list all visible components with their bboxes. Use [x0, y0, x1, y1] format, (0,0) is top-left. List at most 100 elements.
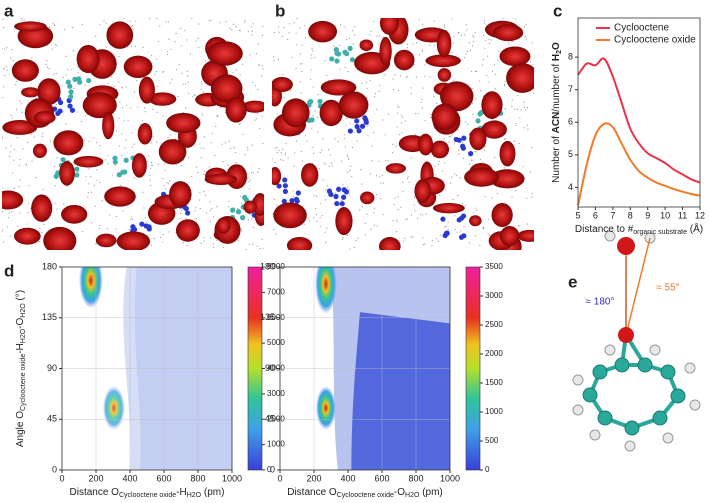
solvent-dot: [400, 122, 403, 124]
solvent-dot: [410, 214, 413, 216]
solvent-dot: [10, 57, 12, 59]
solvent-dot: [511, 99, 513, 101]
solvent-dot: [187, 157, 190, 159]
solvent-dot: [380, 182, 382, 184]
molecule: ≈ 180° ≈ 55°: [572, 230, 701, 452]
solvent-dot: [169, 134, 171, 136]
solvent-dot: [288, 32, 290, 34]
carbons: [582, 357, 686, 436]
solvent-dot: [329, 165, 331, 167]
colorbar-label: 7000: [267, 287, 285, 296]
solvent-dot: [296, 18, 298, 20]
solvent-dot: [324, 199, 327, 201]
solvent-dot: [326, 184, 328, 187]
solvent-dot: [430, 116, 432, 119]
solvent-dot: [252, 226, 255, 229]
solvent-dot: [262, 26, 264, 28]
solvent-dot: [222, 246, 225, 248]
solvent-dot: [49, 140, 52, 142]
solvent-dot: [487, 55, 489, 57]
solvent-dot: [215, 125, 217, 127]
legend-label: Cyclooctene oxide: [614, 35, 696, 46]
solvent-dot: [121, 154, 123, 157]
solvent-dot: [2, 47, 3, 50]
solvent-dot: [382, 119, 384, 121]
solvent-dot: [2, 241, 5, 243]
solvent-dot: [415, 133, 417, 136]
density-peak: [314, 267, 337, 314]
solvent-dot: [400, 206, 402, 209]
solvent-dot: [11, 48, 13, 51]
solvent-dot: [429, 44, 431, 46]
molecule-atom: [74, 166, 80, 172]
water-cluster: [59, 161, 75, 186]
solvent-dot: [484, 39, 487, 41]
solvent-dot: [201, 114, 203, 116]
solvent-dot: [27, 212, 29, 214]
solvent-dot: [88, 183, 90, 185]
solvent-dot: [395, 230, 398, 233]
solvent-dot: [343, 137, 345, 140]
solvent-dot: [447, 228, 449, 231]
solvent-dot: [378, 160, 380, 162]
solvent-dot: [200, 242, 202, 244]
solvent-dot: [156, 141, 158, 143]
x-tick-label: 400: [122, 473, 137, 483]
solvent-dot: [167, 50, 169, 53]
solvent-dot: [359, 209, 361, 211]
solvent-dot: [54, 24, 56, 27]
molecule-atom: [326, 188, 333, 194]
solvent-dot: [505, 137, 507, 140]
solvent-dot: [283, 26, 285, 29]
solvent-dot: [392, 78, 394, 80]
solvent-dot: [109, 214, 111, 216]
solvent-dot: [353, 131, 355, 133]
solvent-dot: [203, 174, 205, 176]
solvent-dot: [276, 113, 278, 115]
solvent-dot: [272, 213, 274, 215]
solvent-dot: [169, 82, 171, 84]
solvent-dot: [95, 35, 97, 37]
solvent-dot: [344, 26, 346, 28]
solvent-dot: [473, 36, 475, 38]
solvent-dot: [433, 95, 435, 97]
solvent-dot: [31, 57, 33, 59]
y-tick-label: 8: [568, 51, 573, 61]
solvent-dot: [302, 160, 304, 162]
solvent-dot: [373, 211, 375, 214]
solvent-dot: [115, 228, 117, 230]
solvent-dot: [152, 108, 154, 110]
solvent-dot: [439, 194, 441, 196]
solvent-dot: [491, 197, 493, 199]
solvent-dot: [301, 44, 303, 46]
solvent-dot: [465, 53, 467, 55]
solvent-dot: [490, 39, 493, 41]
solvent-dot: [344, 66, 346, 69]
solvent-dot: [155, 104, 157, 106]
solvent-dot: [242, 133, 244, 135]
solvent-dot: [241, 203, 243, 205]
molecule-atom: [341, 194, 347, 200]
solvent-dot: [514, 108, 516, 111]
solvent-dot: [105, 46, 107, 48]
solvent-dot: [484, 145, 486, 147]
solvent-dot: [53, 165, 56, 168]
solvent-dot: [208, 19, 210, 21]
solvent-dot: [438, 163, 440, 165]
solvent-dot: [54, 44, 56, 46]
solvent-dot: [153, 238, 155, 240]
solvent-dot: [126, 104, 128, 106]
solvent-dot: [205, 212, 208, 214]
solvent-dot: [136, 80, 138, 82]
water-cluster: [169, 181, 192, 208]
solvent-dot: [394, 197, 396, 199]
solvent-dot: [229, 148, 232, 150]
solvent-dot: [13, 159, 15, 161]
solvent-dot: [296, 44, 298, 46]
colorbar-label: 1500: [485, 378, 503, 387]
colorbar-label: 1000: [485, 407, 503, 416]
water-cluster: [131, 153, 147, 178]
water-cluster: [481, 120, 507, 139]
solvent-dot: [3, 68, 5, 70]
solvent-dot: [131, 132, 133, 134]
